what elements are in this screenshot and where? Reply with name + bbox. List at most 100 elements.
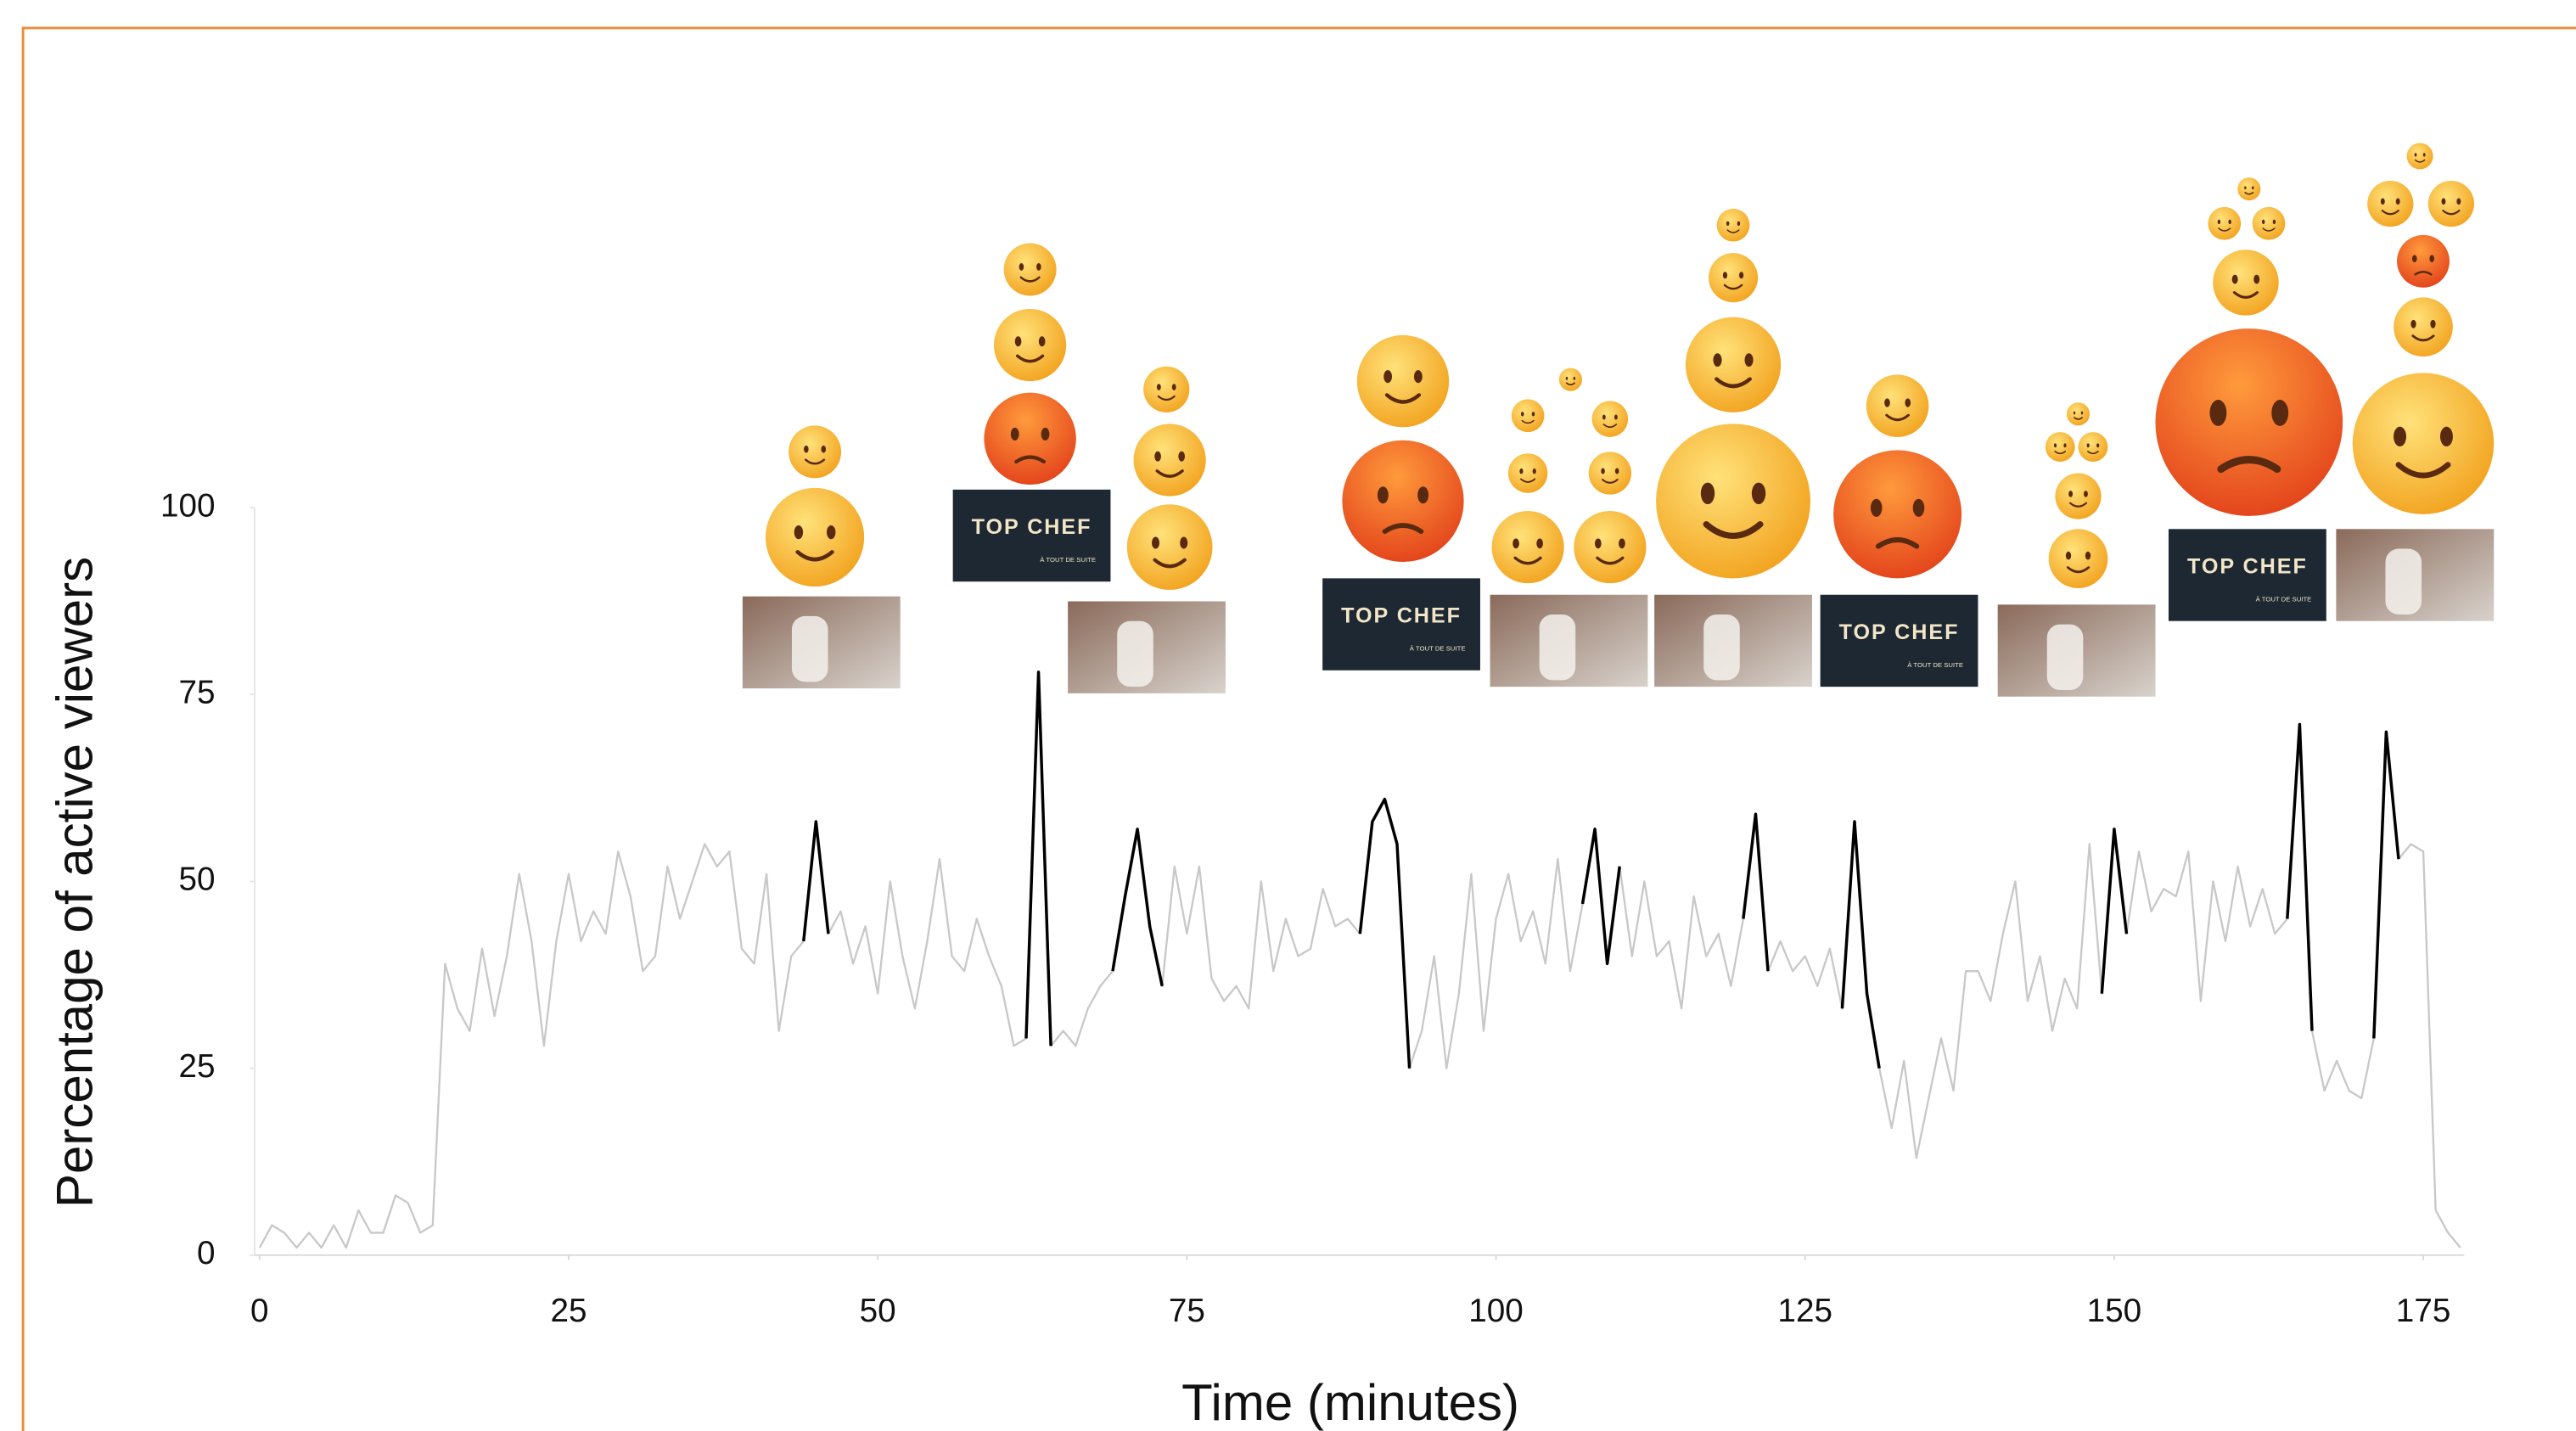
- emoji: [2253, 207, 2286, 240]
- emoji-eye: [2442, 199, 2446, 205]
- emoji-eye: [2271, 400, 2288, 426]
- emoji-eye: [2262, 220, 2265, 224]
- emoji-eye: [2412, 255, 2417, 262]
- emoji-eye: [1378, 486, 1389, 503]
- y-tick-label: 25: [178, 1048, 215, 1085]
- emoji-eye: [1884, 398, 1890, 407]
- emoji-eye: [1533, 469, 1536, 474]
- emoji-eye: [2415, 153, 2417, 156]
- emoji: [2213, 250, 2278, 315]
- emoji-eye: [821, 446, 826, 453]
- emoji: [1492, 511, 1564, 583]
- thumbnail-tagline: À TOUT DE SUITE: [1040, 556, 1096, 564]
- x-axis-title: Time (minutes): [1181, 1374, 1519, 1431]
- emoji-eye: [2054, 443, 2057, 447]
- emoji: [2367, 181, 2413, 227]
- emoji-eye: [1172, 384, 1176, 390]
- emoji: [1833, 450, 1961, 578]
- emoji: [984, 393, 1075, 485]
- emoji: [2055, 474, 2101, 519]
- emoji-eye: [1512, 538, 1519, 548]
- emoji: [2155, 328, 2343, 516]
- emoji: [789, 425, 841, 478]
- y-tick-label: 100: [160, 487, 216, 524]
- emoji: [1127, 504, 1213, 590]
- emoji-eye: [827, 525, 835, 539]
- emoji-eye: [2430, 320, 2435, 328]
- emoji: [2046, 432, 2075, 462]
- emoji-eye: [2273, 220, 2276, 224]
- emoji: [2428, 181, 2474, 227]
- emoji-eye: [2084, 491, 2088, 497]
- emoji-eye: [1011, 428, 1019, 441]
- emoji: [1709, 253, 1758, 302]
- thumbnail-figure: [1117, 621, 1153, 687]
- emoji-eye: [1752, 483, 1765, 504]
- emoji-eye: [1871, 499, 1883, 517]
- thumbnail-logo: TOP CHEF: [1341, 604, 1462, 628]
- emoji-eye: [1739, 272, 1743, 278]
- emoji-eye: [2096, 443, 2099, 447]
- emoji-eye: [2456, 199, 2461, 205]
- emoji-eye: [2381, 199, 2385, 205]
- thumbnail-figure: [1703, 614, 1740, 680]
- chart: Percentage of active viewers Time (minut…: [0, 0, 2576, 1431]
- x-tick-label: 100: [1468, 1293, 1524, 1329]
- emoji-eye: [1180, 537, 1187, 549]
- emoji-eye: [1383, 370, 1392, 383]
- x-tick-label: 125: [1777, 1293, 1832, 1329]
- emoji-eye: [2066, 552, 2071, 560]
- emoji-eye: [1039, 336, 1046, 346]
- emoji-eye: [2396, 199, 2400, 205]
- emoji-eye: [1701, 483, 1715, 504]
- emoji-eye: [2068, 491, 2073, 497]
- x-tick-label: 25: [550, 1293, 586, 1329]
- emoji-eye: [2253, 275, 2259, 284]
- x-tick-label: 150: [2087, 1293, 2142, 1329]
- emoji: [2067, 402, 2090, 425]
- emoji: [2079, 432, 2108, 462]
- emoji-eye: [1566, 377, 1568, 380]
- emoji-eye: [2218, 220, 2220, 224]
- emoji: [1656, 424, 1810, 578]
- thumbnail-figure: [2047, 625, 2084, 690]
- emoji-eye: [2423, 153, 2426, 156]
- emoji-eye: [804, 446, 809, 453]
- emoji: [1512, 399, 1545, 432]
- emoji-eye: [2209, 400, 2226, 426]
- emoji-eye: [794, 525, 803, 539]
- emoji: [1717, 209, 1750, 242]
- emoji: [1866, 374, 1929, 437]
- thumbnail-logo: TOP CHEF: [972, 515, 1092, 539]
- thumbnail-tagline: À TOUT DE SUITE: [2256, 595, 2312, 603]
- emoji: [2049, 529, 2108, 588]
- emoji-eye: [1536, 538, 1543, 548]
- y-tick-label: 50: [178, 861, 215, 898]
- emoji-eye: [1036, 263, 1041, 271]
- emoji-eye: [1713, 353, 1721, 367]
- emoji: [1508, 453, 1547, 492]
- emoji-eye: [1414, 370, 1423, 383]
- emoji: [2353, 373, 2494, 513]
- emoji-eye: [1602, 415, 1606, 420]
- x-tick-label: 75: [1169, 1293, 1205, 1329]
- x-tick-label: 0: [250, 1293, 269, 1329]
- emoji-eye: [1521, 412, 1524, 416]
- emoji-eye: [2085, 552, 2091, 560]
- annotations: TOP CHEF À TOUT DE SUITE TOP CHEF À TOUT DE…: [743, 143, 2494, 696]
- thumbnail-logo: TOP CHEF: [2187, 555, 2308, 579]
- emoji: [1134, 424, 1206, 496]
- emoji: [766, 488, 864, 586]
- line-series: [260, 672, 2461, 1248]
- emoji: [1589, 452, 1631, 494]
- emoji: [1143, 367, 1189, 412]
- emoji: [2394, 297, 2453, 356]
- emoji-eye: [1913, 499, 1925, 517]
- emoji-eye: [1532, 412, 1535, 416]
- emoji-eye: [1745, 353, 1754, 367]
- emoji-eye: [2252, 186, 2253, 189]
- emoji-eye: [1737, 222, 1740, 226]
- emoji: [994, 309, 1066, 381]
- emoji-eye: [2394, 427, 2406, 446]
- emoji: [1592, 401, 1629, 437]
